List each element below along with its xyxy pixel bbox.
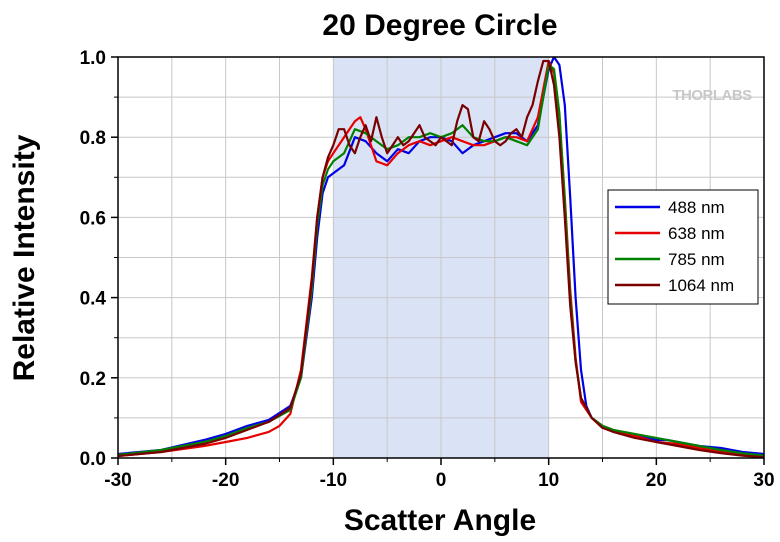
y-tick-label: 0.4 <box>80 289 107 310</box>
y-axis-label: Relative Intensity <box>8 134 41 381</box>
x-tick-label: -20 <box>212 470 239 491</box>
chart-title: 20 Degree Circle <box>322 9 557 42</box>
legend-label: 488 nm <box>668 198 725 217</box>
thorlabs-watermark: THORLABS <box>672 87 752 104</box>
y-tick-label: 0.0 <box>80 449 106 470</box>
legend-label: 1064 nm <box>668 276 734 295</box>
legend-label: 785 nm <box>668 250 725 269</box>
y-tick-label: 0.8 <box>80 128 106 149</box>
y-tick-label: 0.6 <box>80 208 106 229</box>
y-tick-label: 1.0 <box>80 48 106 69</box>
x-tick-label: 30 <box>753 470 774 491</box>
x-tick-label: -30 <box>104 470 131 491</box>
legend-label: 638 nm <box>668 224 725 243</box>
x-tick-label: -10 <box>320 470 347 491</box>
x-tick-label: 0 <box>436 470 447 491</box>
legend: 488 nm 638 nm 785 nm 1064 nm <box>607 189 759 305</box>
x-axis-label: Scatter Angle <box>344 504 536 537</box>
x-tick-label: 10 <box>538 470 559 491</box>
series-line-1064-nm <box>118 59 764 458</box>
x-tick-label: 20 <box>646 470 667 491</box>
y-tick-label: 0.2 <box>80 369 106 390</box>
